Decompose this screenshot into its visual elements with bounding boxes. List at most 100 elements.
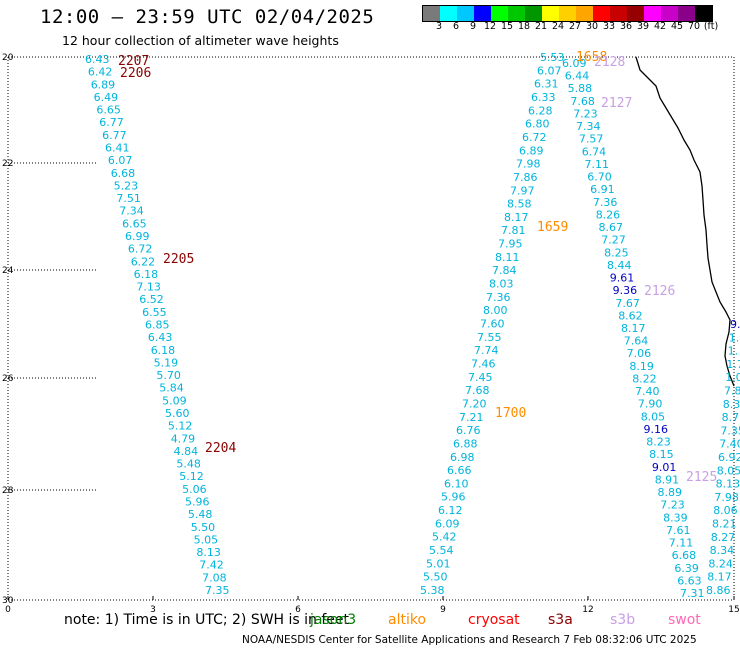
swh-value: 8.17 (707, 571, 732, 584)
swh-value: 6.85 (145, 319, 170, 332)
swh-value: 5.09 (162, 394, 187, 407)
colorbar-label: 45 (670, 21, 684, 32)
colorbar-label: 70 (687, 21, 701, 32)
swh-value: 8.58 (507, 198, 532, 211)
swh-value: 8.25 (604, 246, 629, 259)
pass-time-label: 1659 (537, 220, 568, 235)
swh-value: 4.79 (171, 432, 196, 445)
swh-value: 7.60 (480, 318, 505, 331)
swh-value: 6.68 (111, 167, 136, 180)
swh-value: 6.68 (672, 549, 697, 562)
axis-ticks: 20 22 24 26 28 300 3 6 9 12 15 (2, 53, 740, 615)
lon-label: 6 (295, 605, 301, 615)
swh-value: 8.05 (641, 410, 666, 423)
swh-value: 1.1 (729, 331, 740, 344)
swh-value: 6.42 (88, 66, 113, 79)
coastline-path (635, 56, 735, 387)
colorbar-label: 18 (517, 21, 531, 32)
swh-value: 7.95 (498, 238, 523, 251)
colorbar-swatch (440, 6, 457, 21)
swh-value: 7.55 (477, 331, 502, 344)
swh-value: 5.19 (154, 356, 179, 369)
swh-value: 8.24 (708, 557, 733, 570)
satellite-legend-jason3: jason3 (310, 612, 357, 628)
swh-value: 8.03 (489, 278, 514, 291)
swh-value: 6.18 (151, 344, 176, 357)
swh-value: 7.98 (714, 491, 739, 504)
swh-value: 7.86 (513, 171, 538, 184)
swh-value: 5.50 (191, 521, 216, 534)
colorbar-labels: 3 6 9 12 15 18 21 24 27 30 33 36 39 42 45 70 (ft) (422, 21, 740, 35)
colorbar-swatch (627, 6, 644, 21)
swh-value: 8.44 (607, 259, 632, 272)
swh-value: 9.01 (652, 461, 677, 474)
swh-value: 6.66 (447, 464, 472, 477)
altimeter-tracks: 6.436.426.896.496.656.776.776.416.076.68… (85, 50, 740, 600)
pass-time-label: 1658 (576, 50, 607, 65)
swh-value: 8.17 (621, 322, 646, 335)
colorbar-label: 30 (585, 21, 599, 32)
swh-value: 5.50 (423, 571, 448, 584)
swh-value: 7.45 (468, 371, 493, 384)
pass-time-label: 2126 (644, 284, 675, 299)
colorbar-swatch (661, 6, 678, 21)
lon-label: 0 (5, 605, 11, 615)
swh-value: 7.61 (666, 524, 691, 537)
swh-value: 1. (728, 345, 739, 358)
swh-value: 7.84 (492, 264, 517, 277)
swh-value: 7.23 (660, 499, 685, 512)
swh-value: 5.96 (185, 496, 210, 509)
swh-value: 1.7 (726, 358, 740, 371)
swh-value: 8.89 (658, 486, 683, 499)
pass-time-label: 1700 (495, 406, 526, 421)
swh-value: 7.64 (624, 335, 649, 348)
pass-time-label: 2127 (601, 96, 632, 111)
swh-value: 9.36 (613, 284, 638, 297)
lon-label: 12 (582, 605, 593, 615)
colorbar-swatch (525, 6, 542, 21)
swh-value: 5.42 (432, 531, 457, 544)
swh-value: 7.13 (136, 281, 161, 294)
swh-value: 6.65 (96, 104, 121, 117)
satellite-legend-cryosat: cryosat (468, 612, 520, 628)
swh-value: 6.89 (91, 78, 116, 91)
swh-value: 7.8 (724, 385, 740, 398)
swh-value: 5.48 (188, 508, 213, 521)
swh-value: 5.70 (156, 369, 181, 382)
swh-value: 7.35 (205, 584, 230, 597)
swh-value: 5.38 (420, 584, 445, 597)
swh-value: 7.74 (474, 344, 499, 357)
swh-value: 6.63 (677, 574, 702, 587)
swh-value: 7.68 (465, 384, 490, 397)
swh-value: 5.48 (176, 458, 201, 471)
pass-time-label: 2128 (594, 55, 625, 70)
colorbar-swatch (508, 6, 525, 21)
colorbar-label: 15 (500, 21, 514, 32)
swh-value: 6.28 (528, 104, 553, 117)
colorbar-swatch (542, 6, 559, 21)
colorbar-swatch (457, 6, 474, 21)
swh-value: 7.42 (199, 559, 224, 572)
satellite-legend-altiko: altiko (388, 612, 427, 628)
swh-value: 5.88 (568, 82, 593, 95)
footer-credit: NOAA/NESDIS Center for Satellite Applica… (242, 634, 697, 646)
swh-value: 7.36 (486, 291, 511, 304)
lon-label: 15 (728, 605, 739, 615)
colorbar-swatch (423, 6, 440, 21)
swh-value: 8.34 (710, 544, 735, 557)
pass-time-label: 2125 (686, 470, 717, 485)
swh-value: 6.76 (456, 424, 481, 437)
swh-value: 7.67 (615, 297, 640, 310)
colorbar-label: 3 (435, 21, 443, 32)
swh-value: 7.36 (593, 196, 618, 209)
swh-value: 6.92 (718, 451, 740, 464)
lat-label: 26 (2, 374, 14, 384)
swh-value: 8.22 (632, 373, 657, 386)
colorbar-label: 9 (469, 21, 477, 32)
coastline (635, 56, 735, 387)
lat-label: 28 (2, 486, 14, 496)
swh-value: 5.53 (540, 51, 565, 64)
swh-value: 6.89 (519, 144, 544, 157)
colorbar-swatch (559, 6, 576, 21)
